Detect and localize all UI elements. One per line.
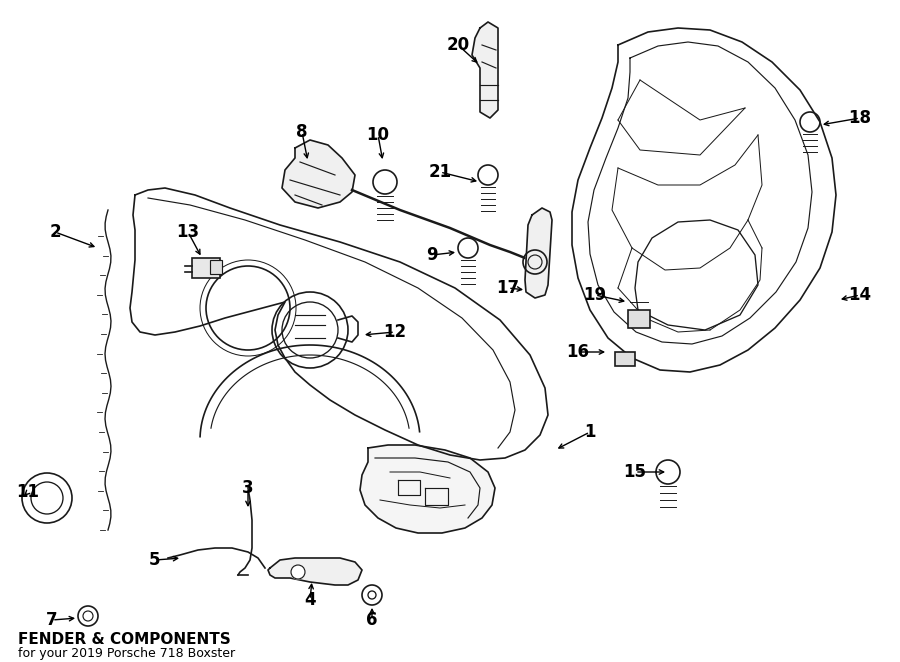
- Text: 9: 9: [427, 246, 437, 264]
- Polygon shape: [268, 558, 362, 585]
- Text: 7: 7: [46, 611, 58, 629]
- Text: for your 2019 Porsche 718 Boxster: for your 2019 Porsche 718 Boxster: [18, 647, 235, 661]
- Text: 11: 11: [16, 483, 40, 501]
- FancyBboxPatch shape: [210, 260, 222, 274]
- Text: 17: 17: [497, 279, 519, 297]
- FancyBboxPatch shape: [192, 258, 220, 278]
- FancyBboxPatch shape: [615, 352, 635, 366]
- Text: 3: 3: [242, 479, 254, 497]
- Text: 4: 4: [304, 591, 316, 609]
- Circle shape: [291, 565, 305, 579]
- Text: 5: 5: [149, 551, 161, 569]
- FancyBboxPatch shape: [628, 310, 650, 328]
- Polygon shape: [360, 445, 495, 533]
- Text: 20: 20: [446, 36, 470, 54]
- Polygon shape: [525, 208, 552, 298]
- Text: 6: 6: [366, 611, 378, 629]
- Text: 13: 13: [176, 223, 200, 241]
- Text: 18: 18: [849, 109, 871, 127]
- Polygon shape: [472, 22, 498, 118]
- Text: FENDER & COMPONENTS: FENDER & COMPONENTS: [18, 632, 230, 647]
- Text: 8: 8: [296, 123, 308, 141]
- Polygon shape: [130, 188, 548, 460]
- Text: 15: 15: [624, 463, 646, 481]
- Polygon shape: [572, 28, 836, 372]
- Text: 19: 19: [583, 286, 607, 304]
- Text: 2: 2: [50, 223, 61, 241]
- Text: 14: 14: [849, 286, 871, 304]
- Text: 10: 10: [366, 126, 390, 144]
- Text: 12: 12: [383, 323, 407, 341]
- Text: 21: 21: [428, 163, 452, 181]
- Text: 16: 16: [566, 343, 590, 361]
- Text: 1: 1: [584, 423, 596, 441]
- Polygon shape: [282, 140, 355, 208]
